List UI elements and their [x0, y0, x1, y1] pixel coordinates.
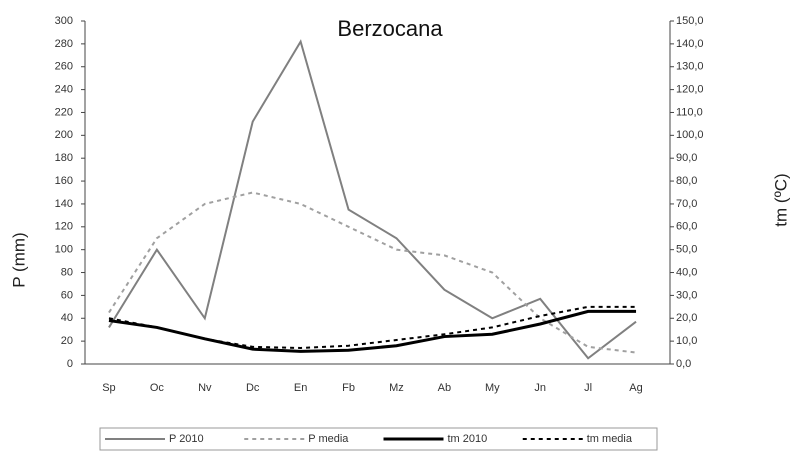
- y-tick-label: 140: [55, 198, 73, 210]
- y-tick-label: 280: [55, 38, 73, 50]
- series-line: [108, 39, 637, 360]
- y2-tick-label: 100,0: [676, 129, 704, 141]
- y2-tick-label: 30,0: [676, 289, 697, 301]
- y2-tick-label: 20,0: [676, 312, 697, 324]
- y-axis-label: P (mm): [9, 232, 28, 287]
- x-tick-label: Fb: [342, 382, 355, 394]
- y-tick-label: 220: [55, 106, 73, 118]
- x-tick-label: Ab: [438, 382, 451, 394]
- x-tick-label: En: [294, 382, 307, 394]
- y-tick-label: 60: [61, 289, 73, 301]
- y2-tick-label: 70,0: [676, 198, 697, 210]
- y2-tick-label: 0,0: [676, 358, 691, 370]
- x-tick-label: Sp: [102, 382, 115, 394]
- legend-label: P media: [308, 433, 349, 445]
- legend-box: [99, 427, 658, 451]
- series-line: [108, 309, 637, 353]
- y-tick-label: 0: [67, 358, 73, 370]
- y2-tick-label: 150,0: [676, 15, 704, 27]
- series-line: [108, 305, 637, 349]
- y2-tick-label: 60,0: [676, 221, 697, 233]
- y-tick-label: 120: [55, 221, 73, 233]
- y-tick-label: 180: [55, 152, 73, 164]
- y2-tick-label: 140,0: [676, 38, 704, 50]
- x-tick-label: Jl: [584, 382, 592, 394]
- y2-tick-label: 80,0: [676, 175, 697, 187]
- y-tick-label: 20: [61, 335, 73, 347]
- x-tick-label: Dc: [246, 382, 260, 394]
- y-tick-label: 80: [61, 266, 73, 278]
- legend-label: tm media: [587, 433, 633, 445]
- chart-title: Berzocana: [337, 16, 443, 41]
- x-tick-label: Oc: [150, 382, 165, 394]
- y-tick-label: 200: [55, 129, 73, 141]
- legend-label: tm 2010: [448, 433, 488, 445]
- y-tick-label: 300: [55, 15, 73, 27]
- y-tick-label: 100: [55, 244, 73, 256]
- y-tick-label: 160: [55, 175, 73, 187]
- x-tick-label: My: [485, 382, 500, 394]
- y2-tick-label: 90,0: [676, 152, 697, 164]
- x-tick-label: Ag: [629, 382, 642, 394]
- y2-axis-label: tm (ºC): [771, 173, 790, 226]
- x-tick-label: Nv: [198, 382, 212, 394]
- x-tick-label: Jn: [534, 382, 546, 394]
- y2-tick-label: 110,0: [676, 106, 703, 118]
- y-tick-label: 260: [55, 61, 73, 73]
- y2-tick-label: 130,0: [676, 61, 704, 73]
- legend-label: P 2010: [169, 433, 204, 445]
- y2-tick-label: 10,0: [676, 335, 697, 347]
- series-line: [108, 191, 637, 354]
- x-tick-label: Mz: [389, 382, 404, 394]
- y-tick-label: 240: [55, 84, 73, 96]
- y2-tick-label: 50,0: [676, 244, 697, 256]
- y2-tick-label: 40,0: [676, 266, 697, 278]
- y-tick-label: 40: [61, 312, 73, 324]
- y2-tick-label: 120,0: [676, 84, 704, 96]
